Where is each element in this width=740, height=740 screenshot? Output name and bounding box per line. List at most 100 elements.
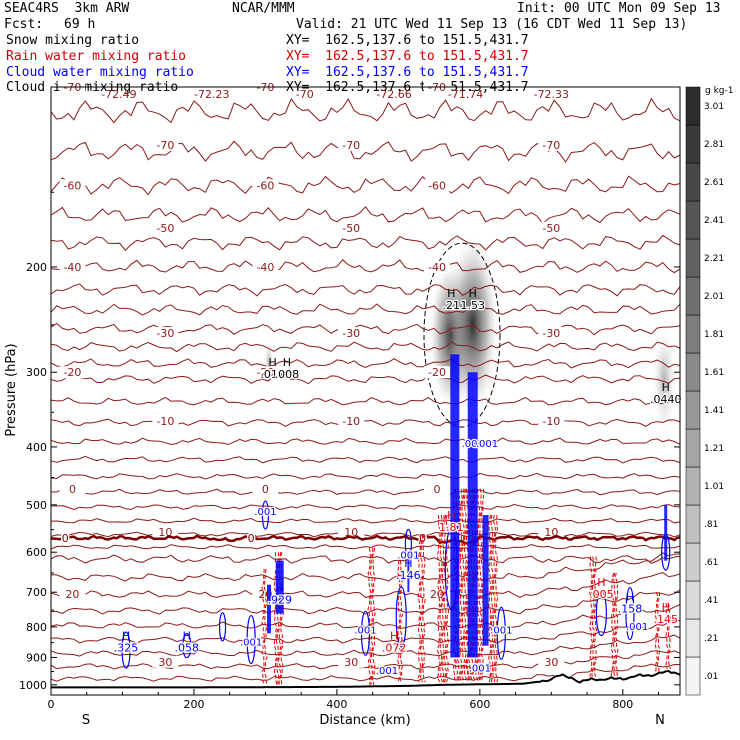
temperature-contour-label: 10 [544, 526, 558, 539]
colorbar-level-label: .01 [704, 672, 718, 682]
freezing-level-label: 0 [248, 532, 255, 545]
cloud-water-contour [246, 614, 256, 665]
rain-contour [490, 514, 494, 683]
temperature-label-bg [538, 221, 565, 234]
rain-contour [419, 534, 424, 683]
colorbar-level-label: .61 [704, 558, 718, 568]
colorbar-level-label: 2.01 [704, 292, 724, 302]
contour-value-label: .001 [476, 439, 498, 450]
colorbar-level-label: 1.81 [704, 330, 724, 340]
snow-shading-blob [447, 234, 498, 415]
colorbar-level-label: 2.61 [704, 178, 724, 188]
temperature-contour-label: 10 [158, 526, 172, 539]
temperature-contour-line [50, 418, 681, 427]
cloud-water-core [267, 584, 272, 634]
snow-max-value: 1.53 [460, 299, 485, 312]
field-cloudice-xy: XY= 162.5,137.6 to 151.5,431.7 [286, 80, 529, 95]
rain-contour [369, 547, 374, 685]
rain-contour [612, 572, 617, 678]
temperature-contour-line [50, 97, 681, 124]
temperature-contour-line [50, 472, 681, 480]
temperature-contour-label: 20 [65, 588, 79, 601]
x-tick-label: 400 [326, 698, 347, 711]
temperature-contour-line [50, 572, 681, 599]
temperature-label-bg [538, 327, 565, 340]
x-axis-right-end-label: N [655, 713, 665, 728]
contour-value-label: .001 [240, 638, 262, 649]
temperature-label-bg [423, 179, 450, 192]
y-axis-title: Pressure (hPa) [4, 343, 19, 436]
rain-contour [440, 515, 445, 683]
y-tick-label: 300 [26, 366, 47, 379]
rain-max-marker: H [662, 601, 670, 614]
cloud-water-core [482, 515, 489, 646]
header-fcst-label: Fcst: [4, 17, 44, 32]
rain-contour [488, 514, 493, 683]
temperature-contour-line [50, 258, 681, 274]
snow-max-value: .21 [443, 299, 461, 312]
temperature-label-bg [538, 138, 565, 151]
rain-contour [494, 514, 499, 683]
header-model: SEAC4RS 3km ARW [4, 1, 130, 16]
temperature-contour-line [50, 619, 681, 644]
rain-max-value: 1.81 [439, 521, 464, 534]
temperature-label-bg [538, 525, 565, 538]
snow-max-marker: H [447, 287, 455, 300]
temperature-contour-line [50, 634, 681, 657]
temperature-contour-label: 10 [344, 526, 358, 539]
rain-contour [454, 488, 459, 683]
cloud-water-max-value: .146 [396, 569, 421, 582]
rain-contour [439, 514, 443, 683]
rain-contour [656, 592, 661, 672]
rain-contour [417, 534, 422, 683]
colorbar-level-label: 2.21 [704, 254, 724, 264]
y-tick-label: 1000 [19, 679, 47, 692]
rain-contour [273, 552, 278, 685]
temperature-label-bg [338, 655, 365, 668]
colorbar-level-label: 2.41 [704, 216, 724, 226]
temperature-contour-line [50, 455, 681, 464]
rain-contour [397, 560, 402, 683]
rain-contours-layer [261, 488, 672, 685]
temperature-contour-line [51, 589, 681, 615]
temperature-contour-label: -70 [542, 139, 560, 152]
temperature-label-bg [152, 221, 179, 234]
cloud-ice-max-marker: H [662, 381, 670, 394]
colorbar-swatch [685, 428, 701, 468]
colorbar-level-label: 1.41 [704, 406, 724, 416]
cloud-water-max-marker: H [276, 582, 284, 595]
temperature-contour-line [50, 396, 681, 406]
y-tick-label: 200 [26, 261, 47, 274]
cloud-water-core [664, 504, 668, 561]
temperature-label-bg [59, 366, 86, 379]
colorbar-level-label: 1.21 [704, 444, 724, 454]
temperature-contour-line [50, 303, 681, 316]
rain-contour [436, 514, 441, 683]
x-tick-label: 600 [469, 698, 490, 711]
temperature-contour-line [50, 175, 681, 196]
rain-contour [614, 572, 619, 678]
colorbar-swatch [685, 162, 701, 202]
cloud-water-core [407, 552, 410, 593]
temperature-label-bg [152, 525, 179, 538]
temperature-contour-label: -40 [63, 261, 81, 274]
y-tick-label: 400 [26, 441, 47, 454]
cloud-water-max-value: .325 [114, 642, 139, 655]
rain-contour [468, 488, 473, 683]
snow-colorbar: .01 .21 .41 .61 .81 1.01 1.21 1.41 1.61 1.81 2.01 2… [685, 86, 724, 696]
cloud-ice-max-value: .0440 [650, 393, 682, 406]
rain-contour [610, 572, 615, 677]
temperature-contour-label: -70 [156, 139, 174, 152]
cloud-water-contour [661, 533, 671, 571]
contour-value-label: .001 [254, 507, 276, 518]
x-tick-label: 0 [48, 698, 55, 711]
temperature-contour-label: -30 [542, 327, 560, 340]
field-snow-name: Snow mixing ratio [6, 33, 140, 48]
y-tick-label: 700 [26, 586, 47, 599]
colorbar-swatch [685, 238, 701, 278]
rain-contour [461, 488, 466, 683]
temperature-contour-line [50, 531, 681, 538]
freezing-level-layer: 0 0 0 [50, 530, 681, 546]
temperature-contour-line [50, 543, 681, 550]
temperature-contour-label: 20 [258, 588, 272, 601]
